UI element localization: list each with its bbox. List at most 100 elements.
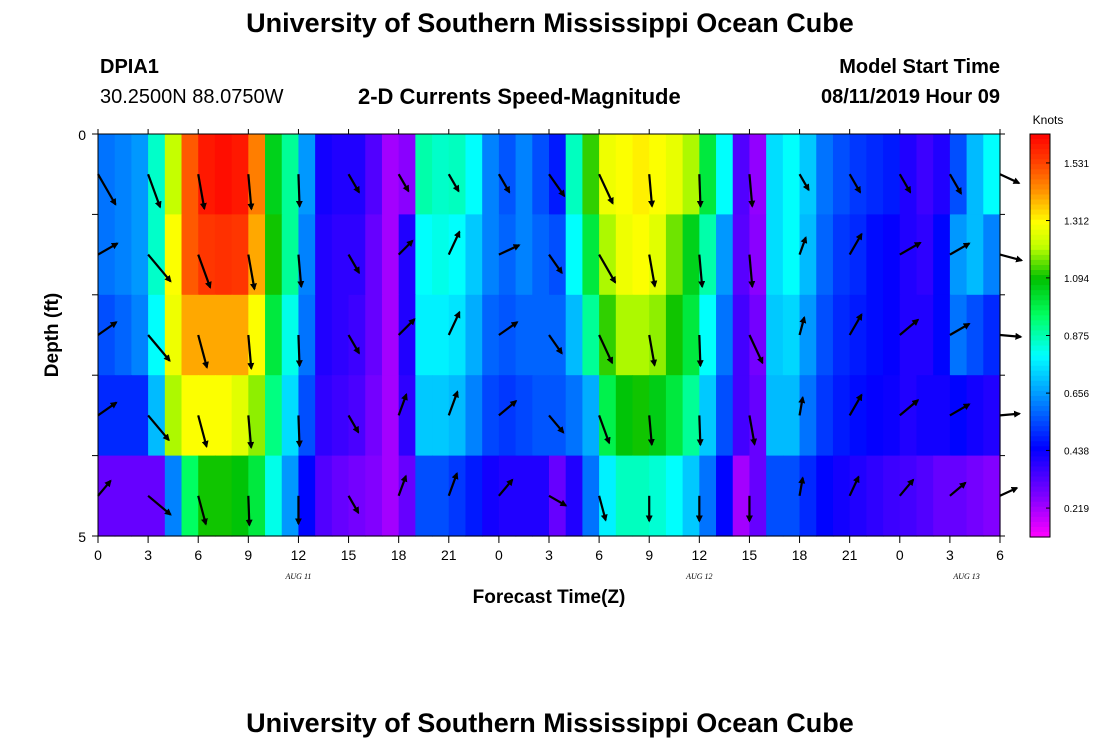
colorbar-segment [1030,421,1050,427]
heatmap-cell [699,134,717,215]
current-vector [647,415,655,447]
colorbar-tick-label: 1.312 [1064,217,1089,228]
heatmap-cell [665,455,684,537]
heatmap-cell [148,375,166,457]
heatmap-cell [983,214,1001,296]
colorbar-segment [1030,466,1050,473]
heatmap-cell [265,214,283,296]
heatmap-cell [782,455,801,537]
model-start-time: 08/11/2019 Hour 09 [820,86,1000,108]
heatmap-cell [348,455,366,537]
heatmap-cell [632,455,650,537]
heatmap-cell [231,375,249,457]
model-start-label: Model Start Time [839,56,1000,78]
heatmap-cell [482,294,500,376]
current-vector [798,395,806,416]
current-vector [498,321,519,336]
current-vector [848,232,863,256]
heatmap-cell [649,214,667,296]
current-vector [798,236,808,255]
current-vector [197,495,208,526]
colorbar-segment [1030,400,1050,407]
heatmap-cell [832,134,851,215]
current-vector [447,310,461,336]
heatmap-cell [131,134,149,215]
heatmap-cell [482,455,500,537]
heatmap-cell [181,455,199,537]
heatmap-cell [198,214,216,296]
heatmap-cell [883,134,901,215]
current-vector [598,495,608,522]
heatmap-cell [582,294,600,376]
heatmap-cell [381,375,400,457]
heatmap-cell [365,214,383,296]
heatmap-cell [649,455,667,537]
x-tick-label: 3 [144,547,152,563]
heatmap-cell [565,294,584,376]
heatmap-cell [799,375,817,457]
heatmap-cell [549,375,567,457]
heatmap-cell [966,134,984,215]
station-location: 30.2500N 88.0750W [100,86,284,108]
current-vector [598,415,611,445]
colorbar-segment [1030,300,1050,306]
heatmap-cell [148,134,166,215]
heatmap-cell [599,214,617,296]
current-vector [548,334,563,355]
heatmap-cell [515,214,533,296]
heatmap-cell [732,134,751,215]
current-vector [696,415,704,447]
colorbar-segment [1030,416,1050,422]
colorbar-segment [1030,471,1050,478]
current-vector [347,254,361,275]
current-vector [97,401,118,417]
heatmap-cell [866,214,884,296]
heatmap-cell [949,214,968,296]
heatmap-cell [665,375,684,457]
heatmap-cell [866,375,884,457]
x-tick-label: 18 [391,547,407,563]
heatmap-cell [799,134,817,215]
heatmap-cell [966,294,984,376]
colorbar-segment [1030,320,1050,327]
current-vector [97,479,112,497]
heatmap-cell [665,134,684,215]
colorbar-segment [1030,259,1050,266]
heatmap-cell [131,375,149,457]
current-vector [949,242,971,256]
heatmap-cell [448,375,467,457]
heatmap-cell [883,375,901,457]
heatmap-cell [716,455,734,537]
heatmap-cell [632,134,650,215]
heatmap-cell [899,375,918,457]
x-tick-label: 12 [692,547,708,563]
heatmap-cell [883,455,901,537]
heatmap-cell [214,214,233,296]
colorbar-segment [1030,486,1050,493]
heatmap-cell [549,455,567,537]
colorbar-segment [1030,224,1050,231]
heatmap-cell [198,134,216,215]
heatmap-cell [131,214,149,296]
current-vector [949,322,971,336]
colorbar-segment [1030,335,1050,342]
heatmap-cell [716,294,734,376]
current-vector [648,254,658,288]
heatmap-cell [832,375,851,457]
heatmap-cell [816,134,834,215]
heatmap-cell [198,455,216,537]
current-vector [197,415,209,448]
heatmap-cell [231,294,249,376]
heatmap-cell [732,375,751,457]
heatmap-cell [214,294,233,376]
heatmap-cell [515,375,533,457]
heatmap-cell [281,214,300,296]
colorbar-segment [1030,144,1050,150]
heatmap-cell [899,455,918,537]
heatmap-cell [983,294,1001,376]
heatmap-cell [231,455,249,537]
heatmap-cell [749,214,767,296]
heatmap-cell [114,294,133,376]
heatmap-cell [448,134,467,215]
heatmap-cell [98,294,116,376]
